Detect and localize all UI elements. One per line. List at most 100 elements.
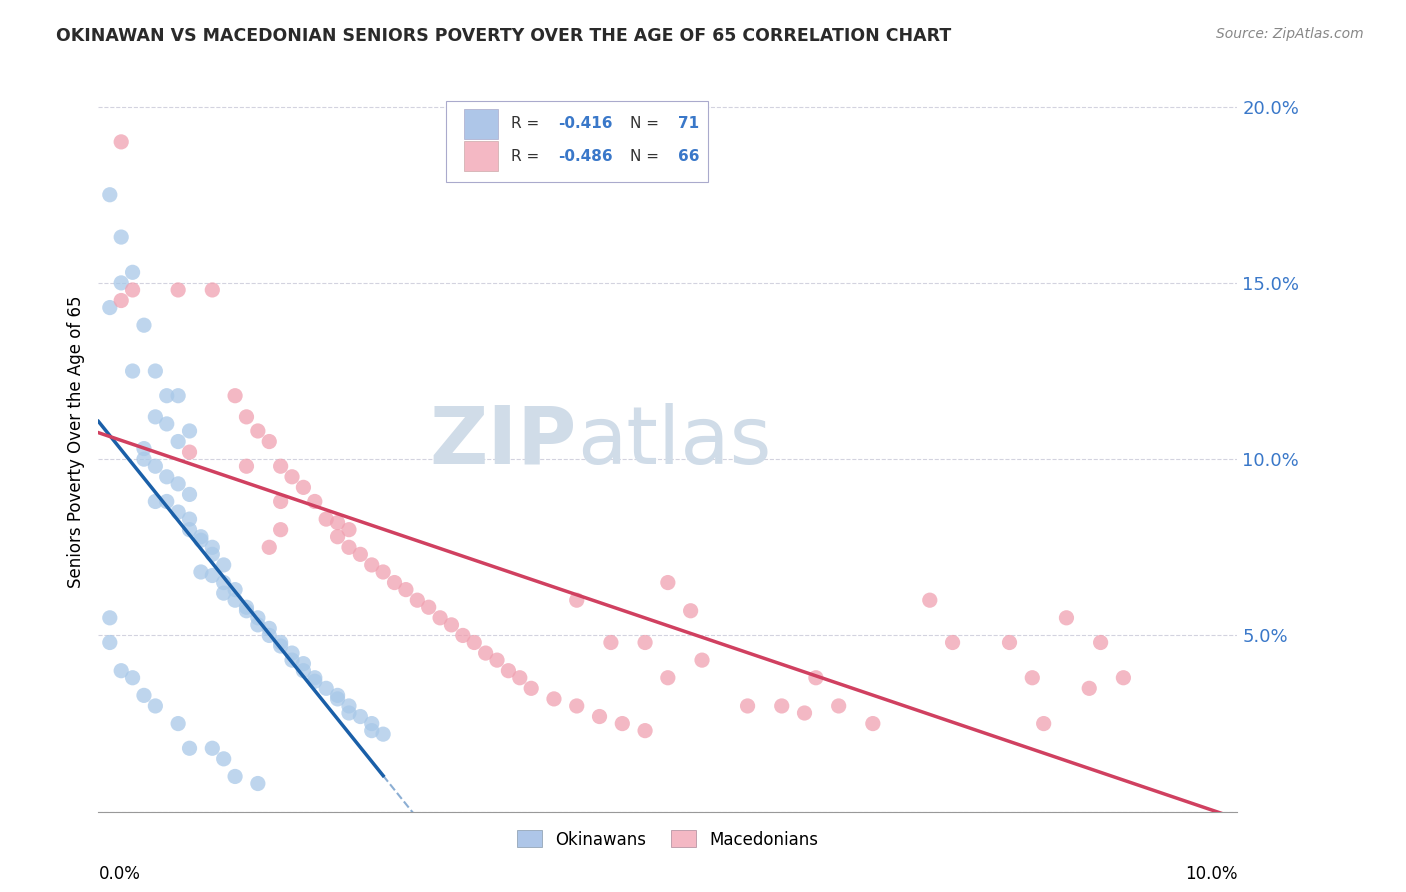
Point — [224, 769, 246, 783]
Point — [304, 494, 326, 508]
Point — [690, 653, 713, 667]
Point — [179, 741, 201, 756]
Point — [179, 424, 201, 438]
Point — [179, 523, 201, 537]
Point — [246, 776, 269, 790]
Point — [337, 541, 360, 555]
Point — [167, 476, 190, 491]
Point — [406, 593, 429, 607]
Point — [235, 604, 257, 618]
Point — [270, 523, 292, 537]
Point — [121, 265, 143, 279]
Point — [349, 709, 371, 723]
Point — [156, 494, 179, 508]
Y-axis label: Seniors Poverty Over the Age of 65: Seniors Poverty Over the Age of 65 — [66, 295, 84, 588]
Point — [292, 480, 315, 494]
Point — [121, 364, 143, 378]
Text: R =: R = — [510, 117, 544, 131]
Point — [588, 709, 610, 723]
Point — [190, 533, 212, 548]
Point — [132, 318, 155, 333]
Point — [145, 364, 167, 378]
Text: N =: N = — [630, 117, 664, 131]
Point — [212, 575, 235, 590]
Point — [326, 689, 349, 703]
Point — [224, 389, 246, 403]
Text: N =: N = — [630, 149, 664, 164]
Point — [1032, 716, 1054, 731]
Point — [145, 409, 167, 424]
FancyBboxPatch shape — [464, 141, 498, 170]
Point — [270, 635, 292, 649]
Point — [259, 621, 281, 635]
Point — [509, 671, 531, 685]
Point — [326, 530, 349, 544]
Point — [451, 628, 474, 642]
Point — [429, 611, 451, 625]
Point — [270, 494, 292, 508]
Point — [793, 706, 815, 720]
Text: 66: 66 — [678, 149, 700, 164]
Point — [828, 698, 851, 713]
Point — [212, 558, 235, 572]
Point — [212, 586, 235, 600]
Point — [145, 698, 167, 713]
Point — [201, 568, 224, 582]
Point — [190, 565, 212, 579]
Point — [543, 692, 565, 706]
Point — [1056, 611, 1078, 625]
Point — [474, 646, 496, 660]
Point — [98, 635, 121, 649]
Point — [201, 541, 224, 555]
Point — [259, 628, 281, 642]
Point — [679, 604, 702, 618]
Point — [235, 600, 257, 615]
Point — [212, 752, 235, 766]
Point — [565, 593, 588, 607]
Point — [167, 716, 190, 731]
Point — [918, 593, 941, 607]
Point — [1112, 671, 1135, 685]
Point — [360, 716, 382, 731]
Point — [486, 653, 509, 667]
Point — [246, 424, 269, 438]
Point — [270, 459, 292, 474]
Text: 0.0%: 0.0% — [98, 864, 141, 882]
Point — [1078, 681, 1101, 696]
Point — [657, 671, 679, 685]
Point — [201, 741, 224, 756]
Point — [373, 565, 395, 579]
Point — [337, 523, 360, 537]
Point — [156, 417, 179, 431]
Text: atlas: atlas — [576, 402, 770, 481]
Point — [634, 723, 657, 738]
Point — [337, 706, 360, 720]
Point — [304, 674, 326, 689]
Point — [612, 716, 634, 731]
Point — [98, 301, 121, 315]
Point — [565, 698, 588, 713]
Point — [110, 230, 132, 244]
Point — [167, 389, 190, 403]
Point — [418, 600, 440, 615]
Point — [224, 582, 246, 597]
Text: R =: R = — [510, 149, 544, 164]
Point — [121, 671, 143, 685]
Text: 71: 71 — [678, 117, 699, 131]
Point — [440, 618, 463, 632]
Point — [395, 582, 418, 597]
Point — [600, 635, 623, 649]
FancyBboxPatch shape — [464, 109, 498, 139]
Point — [132, 442, 155, 456]
Point — [235, 409, 257, 424]
Point — [259, 434, 281, 449]
Point — [179, 445, 201, 459]
Point — [110, 135, 132, 149]
Point — [224, 593, 246, 607]
Point — [1021, 671, 1043, 685]
Point — [463, 635, 485, 649]
Point — [190, 530, 212, 544]
Point — [156, 389, 179, 403]
Point — [315, 512, 337, 526]
Point — [132, 689, 155, 703]
